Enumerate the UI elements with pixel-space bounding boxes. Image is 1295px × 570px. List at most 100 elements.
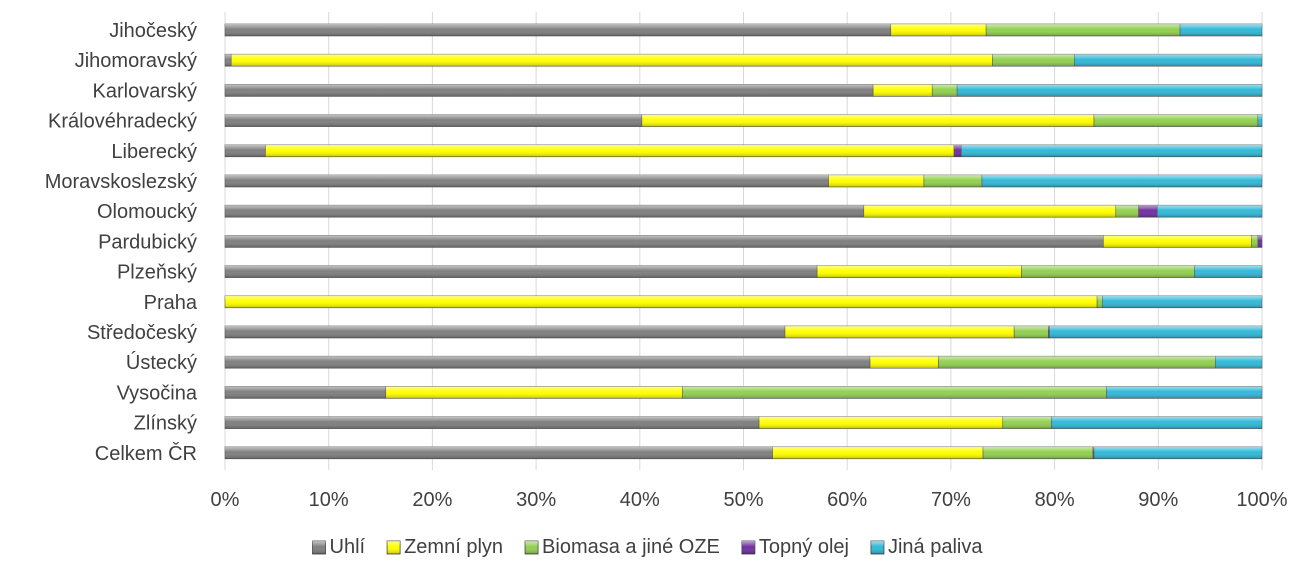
x-tick-label: 50% [723, 489, 763, 511]
legend: Uhlí Zemní plyn Biomasa a jiné OZE Topný ol… [312, 536, 983, 558]
bar-segment [224, 386, 387, 399]
bar-segment [224, 355, 871, 369]
bar-segment [224, 265, 818, 278]
bar-segment [1002, 416, 1052, 429]
bar-segment [224, 295, 1098, 309]
bar-segment [1074, 53, 1263, 67]
bar-segment [956, 84, 1263, 97]
x-tick-label: 20% [412, 489, 452, 511]
bar-segment [641, 114, 1095, 127]
bar-segment [224, 114, 643, 127]
x-tick-label: 70% [931, 489, 971, 511]
bar-segment [224, 204, 865, 218]
legend-label: Topný olej [759, 536, 849, 558]
bar-segment [981, 174, 1263, 188]
x-tick-label: 10% [309, 489, 349, 511]
bar-segment [828, 174, 925, 188]
x-tick-label: 80% [1035, 489, 1075, 511]
x-tick-label: 0% [211, 489, 240, 511]
bar-segment [224, 416, 760, 429]
category-label: Jihomoravský [75, 50, 197, 72]
bar-segment [1102, 295, 1263, 309]
bar-segment [992, 53, 1075, 67]
bar-segment [1251, 235, 1259, 248]
bar-segment [230, 53, 993, 67]
bar-segment [1194, 265, 1263, 278]
bar-segment [224, 23, 892, 37]
bar-segment [224, 174, 829, 188]
legend-label: Biomasa a jiné OZE [542, 536, 720, 558]
category-label: Praha [144, 292, 198, 314]
bar-segment [923, 174, 983, 188]
bar-segment [224, 325, 786, 339]
bar-segment [265, 144, 955, 158]
bar-segment [772, 446, 984, 460]
category-label: Plzeňský [117, 262, 197, 284]
bar-segment [1051, 416, 1263, 429]
bar-segment [863, 204, 1117, 218]
x-tick-label: 60% [827, 489, 867, 511]
x-tick-label: 90% [1138, 489, 1178, 511]
bar-segment [872, 84, 933, 97]
legend-label: Uhlí [330, 536, 366, 558]
bar-segment [1179, 23, 1263, 37]
bar-segment [816, 265, 1022, 278]
category-label: Středočeský [87, 322, 197, 344]
bar-segment [953, 144, 962, 158]
bar-segment [982, 446, 1094, 460]
category-labels: Jihočeský Jihomoravský Karlovarský Královéh… [45, 20, 198, 465]
legend-swatch-shade [387, 541, 401, 554]
category-label: Zlínský [134, 413, 197, 435]
bar-segment [1093, 114, 1259, 127]
bar-segment [1103, 235, 1252, 248]
bar-segment [1096, 295, 1103, 309]
category-label: Královéhradecký [48, 111, 197, 133]
bar-segment [1257, 235, 1263, 248]
bar-segment [1156, 204, 1263, 218]
category-label: Jihočeský [109, 20, 197, 42]
bar-segment [385, 386, 683, 399]
bar-segment [682, 386, 1107, 399]
bar-segment [224, 84, 874, 97]
bars [224, 23, 1263, 460]
legend-swatch-shade [870, 541, 884, 554]
category-label: Celkem ČR [95, 442, 197, 465]
category-label: Pardubický [98, 231, 197, 253]
category-label: Moravskoslezský [45, 171, 197, 193]
bar-segment [758, 416, 1004, 429]
bar-segment [224, 53, 232, 67]
bar-segment [938, 355, 1216, 369]
bar-segment [890, 23, 987, 37]
x-tick-label: 100% [1236, 489, 1287, 511]
bar-segment [1215, 355, 1263, 369]
bar-segment [1049, 325, 1263, 339]
category-label: Karlovarský [93, 80, 197, 102]
bar-segment [224, 446, 773, 460]
category-label: Vysočina [117, 382, 198, 404]
bar-segment [931, 84, 958, 97]
bar-segment [1106, 386, 1263, 399]
bar-segment [869, 355, 939, 369]
bar-segment [1138, 204, 1158, 218]
bar-segment [1021, 265, 1195, 278]
bar-segment [784, 325, 1015, 339]
bar-segment [960, 144, 1263, 158]
bar-segment [1115, 204, 1139, 218]
legend-swatch-shade [525, 541, 539, 554]
bar-segment [224, 144, 266, 158]
category-label: Ústecký [126, 351, 197, 374]
bar-segment [224, 235, 1104, 248]
bar-segment [985, 23, 1181, 37]
bar-segment [1257, 114, 1263, 127]
bar-segment [1093, 446, 1263, 460]
category-label: Liberecký [111, 141, 197, 163]
legend-swatch-shade [312, 541, 326, 554]
category-label: Olomoucký [97, 201, 197, 223]
x-tick-label: 40% [620, 489, 660, 511]
legend-swatch-shade [741, 541, 755, 554]
legend-label: Zemní plyn [404, 536, 503, 558]
x-tick-label: 30% [516, 489, 556, 511]
bar-segment [1013, 325, 1049, 339]
